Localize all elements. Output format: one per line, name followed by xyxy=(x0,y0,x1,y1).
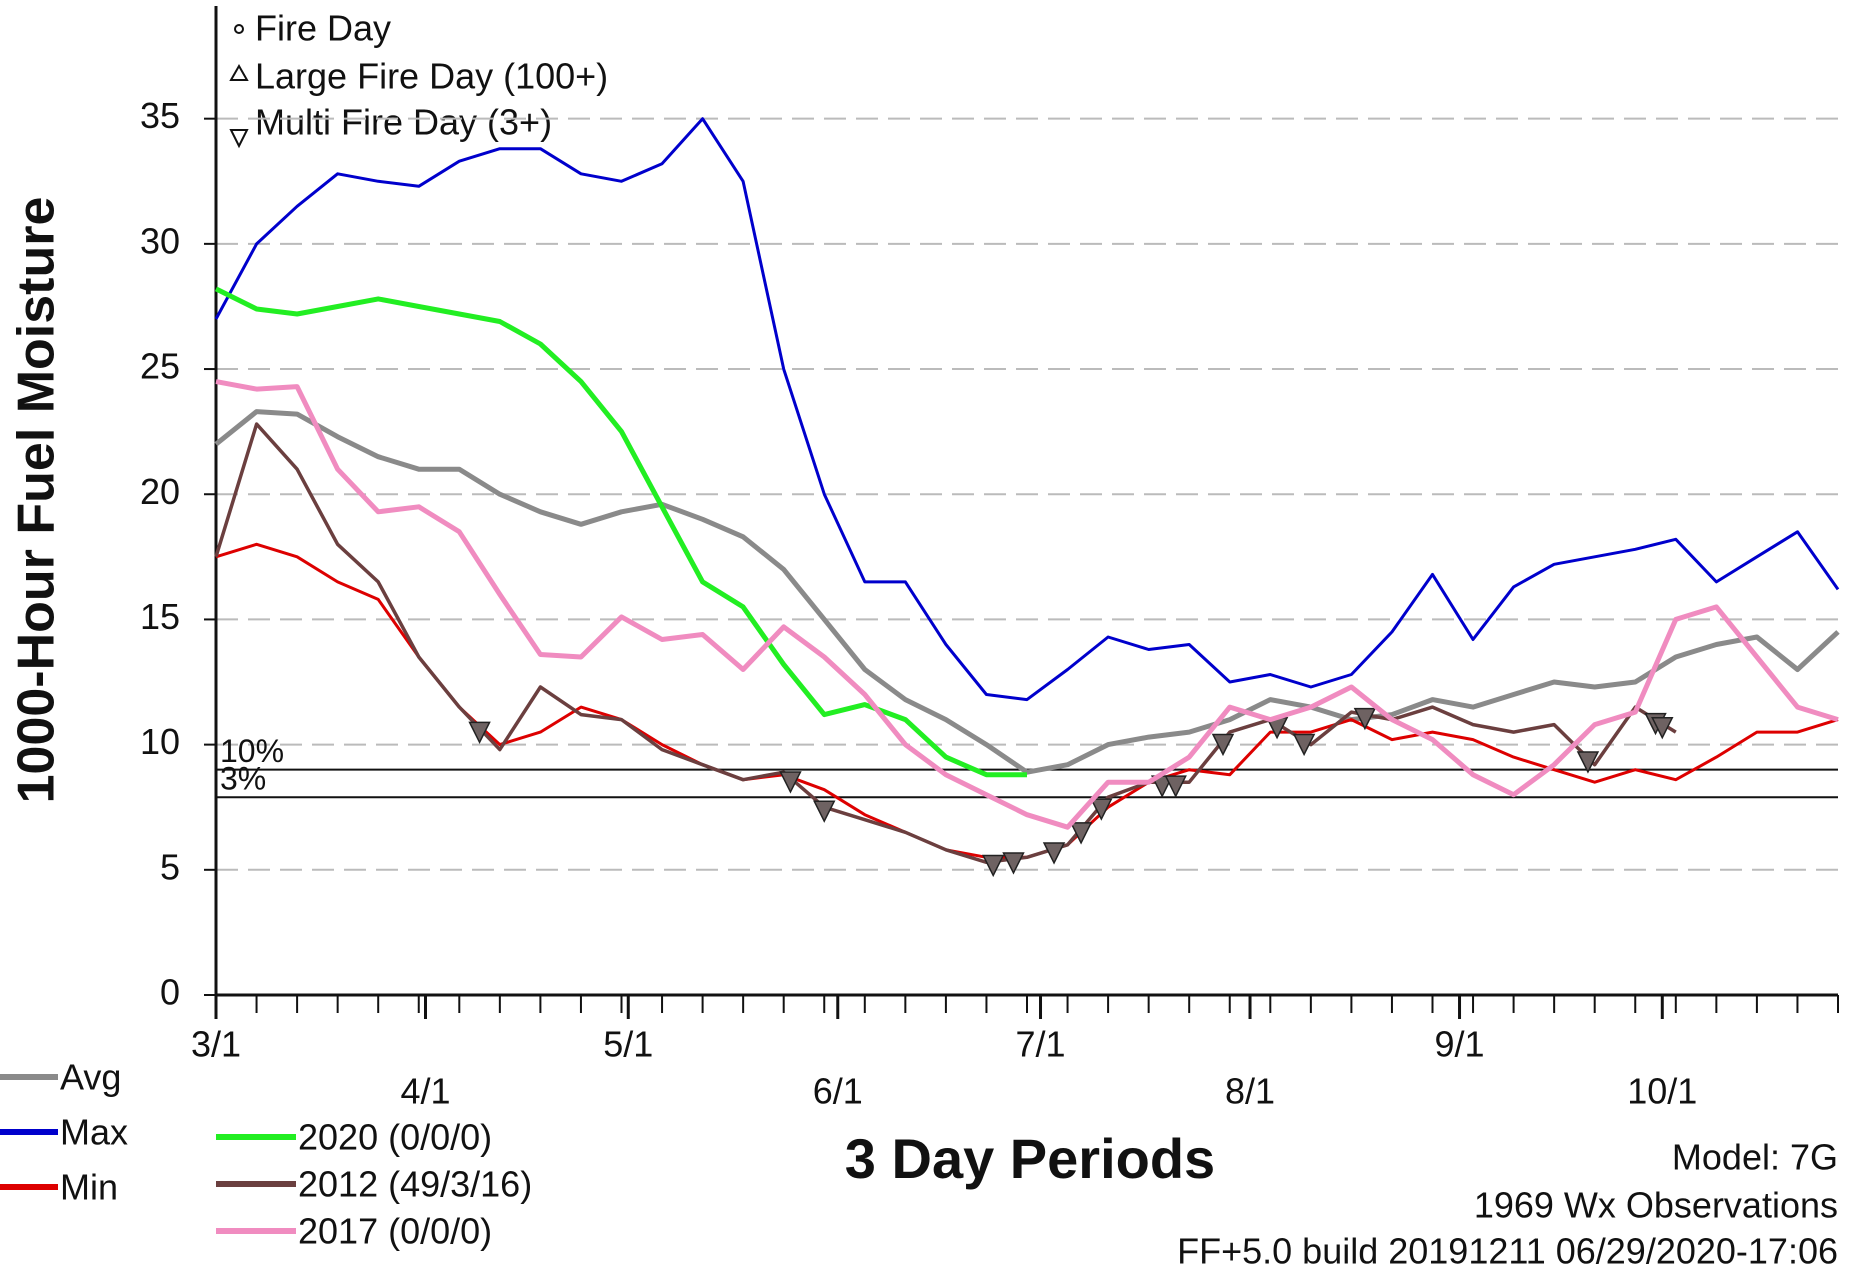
series-line xyxy=(214,117,1840,702)
multi-fire-marker xyxy=(1353,707,1377,731)
x-tick-label: 9/1 xyxy=(1435,1024,1485,1065)
legend-label: 2017 (0/0/0) xyxy=(298,1211,492,1252)
multi-fire-marker xyxy=(1042,842,1066,865)
multi-fire-marker xyxy=(1651,717,1674,740)
symbol-label: Multi Fire Day (3+) xyxy=(255,102,552,143)
y-tick-label: 5 xyxy=(160,846,180,887)
multi-fire-marker xyxy=(1211,733,1235,757)
large-fire-symbol xyxy=(229,63,249,81)
multi-fire-marker xyxy=(981,854,1005,878)
symbol-label: Fire Day xyxy=(255,8,391,49)
multi-fire-marker xyxy=(779,771,802,794)
y-tick-label: 10 xyxy=(140,721,180,762)
series-line xyxy=(214,422,1677,865)
footer-text: 1969 Wx Observations xyxy=(1474,1185,1838,1226)
x-tick-label: 7/1 xyxy=(1015,1024,1065,1065)
legend-label: Max xyxy=(60,1112,128,1153)
x-tick-label: 4/1 xyxy=(400,1071,450,1112)
y-tick-label: 25 xyxy=(140,346,180,387)
y-axis-label: 1000-Hour Fuel Moisture xyxy=(8,197,66,804)
x-axis-label: 3 Day Periods xyxy=(845,1127,1215,1190)
multi-fire-marker xyxy=(1069,822,1093,845)
multi-fire-symbol xyxy=(229,129,249,149)
percentile-label: 3% xyxy=(220,761,266,797)
multi-fire-marker xyxy=(1576,751,1600,774)
footer-text: FF+5.0 build 20191211 06/29/2020-17:06 xyxy=(1177,1231,1838,1272)
multi-fire-marker xyxy=(813,800,836,823)
x-tick-label: 10/1 xyxy=(1627,1071,1697,1112)
percentile-label: 10% xyxy=(220,733,284,769)
y-tick-label: 35 xyxy=(140,95,180,136)
legend-label: 2020 (0/0/0) xyxy=(298,1117,492,1158)
x-tick-label: 5/1 xyxy=(603,1024,653,1065)
y-tick-label: 30 xyxy=(140,220,180,261)
multi-fire-marker xyxy=(1002,852,1025,875)
x-tick-label: 8/1 xyxy=(1225,1071,1275,1112)
y-tick-label: 20 xyxy=(140,471,180,512)
footer-text: Model: 7G xyxy=(1672,1137,1838,1178)
legend-label: 2012 (49/3/16) xyxy=(298,1164,532,1205)
x-tick-label: 6/1 xyxy=(813,1071,863,1112)
multi-fire-marker xyxy=(1090,798,1113,821)
symbol-label: Large Fire Day (100+) xyxy=(255,56,608,97)
multi-fire-marker xyxy=(468,721,491,745)
series-line xyxy=(214,409,1840,775)
y-tick-label: 0 xyxy=(160,972,180,1013)
legend-label: Avg xyxy=(60,1057,121,1098)
legend-label: Min xyxy=(60,1167,118,1208)
series-line xyxy=(215,379,1839,830)
y-tick-label: 15 xyxy=(140,596,180,637)
series-line xyxy=(214,286,1027,778)
multi-fire-marker xyxy=(1164,775,1187,798)
multi-fire-marker xyxy=(1292,733,1316,757)
fire-day-symbol xyxy=(234,24,244,34)
x-tick-label: 3/1 xyxy=(191,1024,241,1065)
